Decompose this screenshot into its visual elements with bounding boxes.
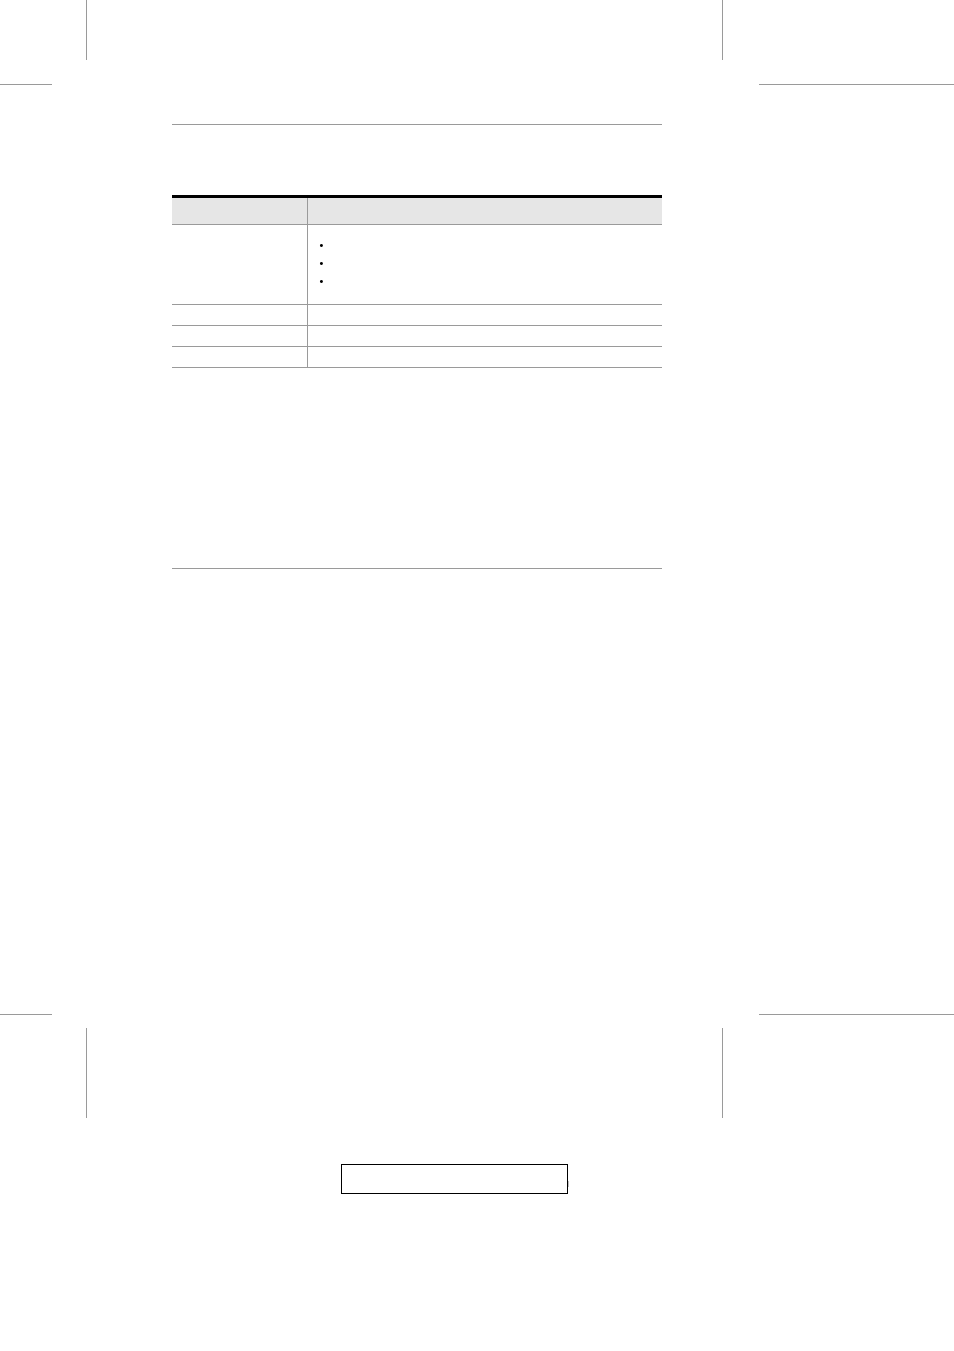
page-canvas	[0, 0, 954, 1351]
crop-mark	[722, 0, 723, 60]
crop-mark	[759, 84, 954, 85]
spec-table	[172, 195, 662, 368]
row-bullet-list	[316, 239, 655, 290]
row-value	[307, 225, 662, 305]
bottom-divider	[172, 568, 662, 569]
row-label	[172, 225, 307, 305]
table-row	[172, 304, 662, 325]
row-value	[307, 304, 662, 325]
row-value	[307, 346, 662, 367]
row-label	[172, 304, 307, 325]
table-header-label	[172, 197, 307, 225]
crop-mark	[759, 1014, 954, 1015]
bullet-item	[320, 257, 655, 272]
bullet-item	[320, 275, 655, 290]
row-label	[172, 346, 307, 367]
table-row	[172, 346, 662, 367]
table-header-row	[172, 197, 662, 225]
crop-mark	[0, 84, 52, 85]
table-row	[172, 225, 662, 305]
content-column	[172, 100, 662, 569]
top-divider	[172, 124, 662, 125]
crop-mark	[86, 1028, 87, 1118]
table-row	[172, 325, 662, 346]
bottom-button[interactable]	[341, 1164, 568, 1194]
bullet-item	[320, 239, 655, 254]
crop-mark	[722, 1028, 723, 1118]
crop-mark	[568, 1181, 569, 1187]
row-label	[172, 325, 307, 346]
row-value	[307, 325, 662, 346]
table-header-value	[307, 197, 662, 225]
crop-mark	[0, 1014, 52, 1015]
crop-mark	[86, 0, 87, 60]
